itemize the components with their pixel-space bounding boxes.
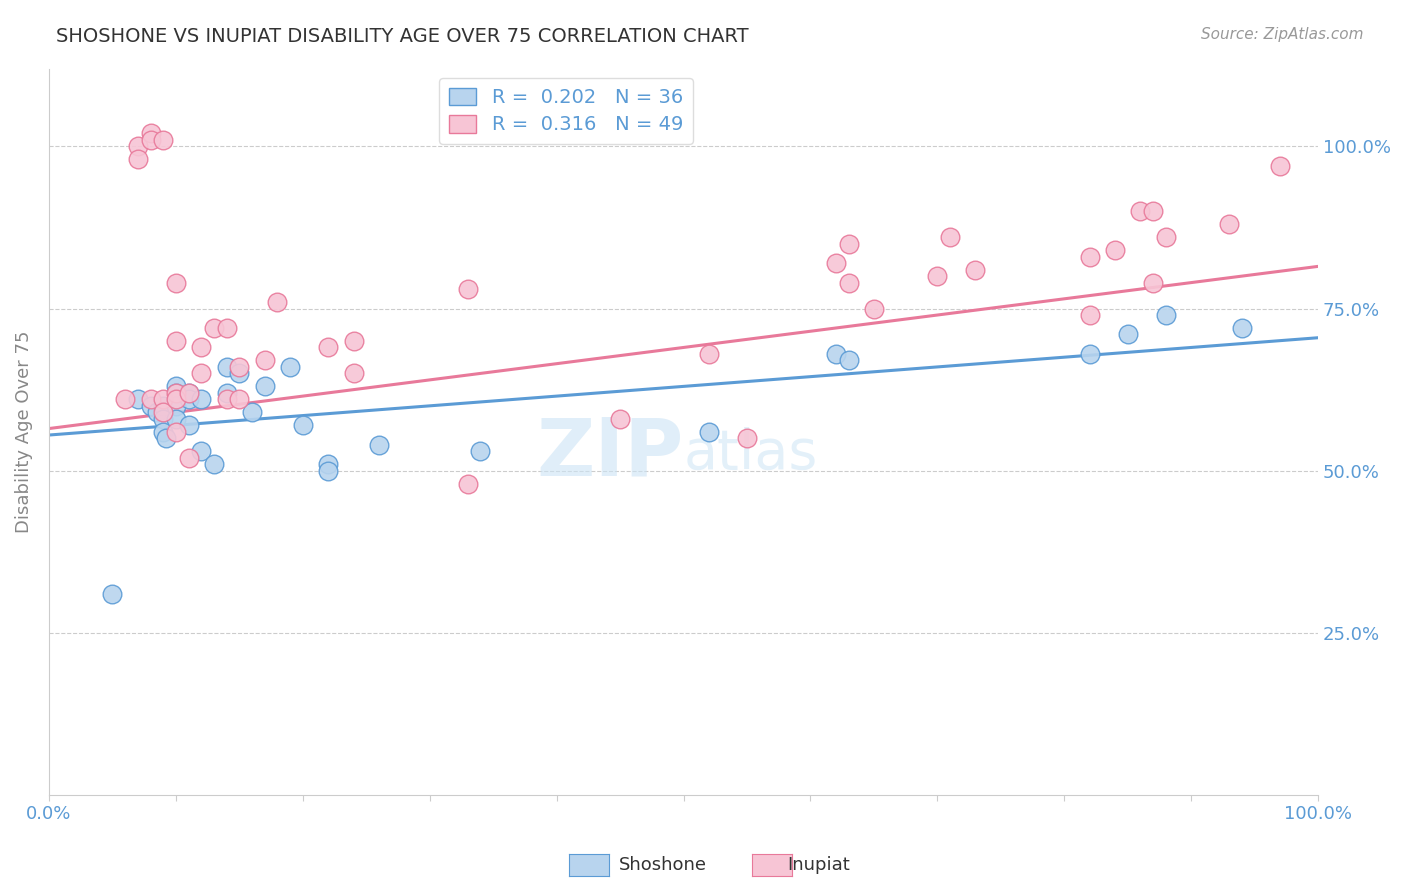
Point	[202, 321, 225, 335]
Point	[1078, 250, 1101, 264]
Point	[139, 133, 162, 147]
Point	[165, 412, 187, 426]
Point	[152, 392, 174, 407]
Text: Inupiat: Inupiat	[787, 856, 851, 874]
Point	[190, 392, 212, 407]
Point	[155, 431, 177, 445]
Point	[1116, 327, 1139, 342]
Point	[253, 353, 276, 368]
Text: Shoshone: Shoshone	[619, 856, 707, 874]
Point	[202, 457, 225, 471]
Point	[824, 256, 846, 270]
Point	[215, 321, 238, 335]
Point	[927, 269, 949, 284]
Point	[127, 153, 149, 167]
Point	[1268, 159, 1291, 173]
Point	[152, 412, 174, 426]
Point	[177, 385, 200, 400]
Point	[470, 444, 492, 458]
Point	[215, 385, 238, 400]
Y-axis label: Disability Age Over 75: Disability Age Over 75	[15, 331, 32, 533]
Point	[1129, 204, 1152, 219]
Text: Source: ZipAtlas.com: Source: ZipAtlas.com	[1201, 27, 1364, 42]
Point	[697, 425, 720, 439]
Point	[177, 450, 200, 465]
Point	[190, 367, 212, 381]
Point	[1142, 276, 1164, 290]
Point	[1142, 204, 1164, 219]
Point	[1218, 217, 1240, 231]
Point	[266, 295, 288, 310]
Point	[1104, 243, 1126, 257]
Point	[146, 405, 169, 419]
Point	[316, 464, 339, 478]
Point	[165, 385, 187, 400]
Point	[152, 405, 174, 419]
Point	[152, 425, 174, 439]
Point	[215, 359, 238, 374]
Point	[152, 133, 174, 147]
Point	[316, 341, 339, 355]
Point	[139, 399, 162, 413]
Point	[291, 418, 314, 433]
Point	[838, 236, 860, 251]
Point	[368, 438, 391, 452]
Point	[697, 347, 720, 361]
Point	[1078, 308, 1101, 322]
Point	[457, 282, 479, 296]
Point	[342, 334, 364, 348]
Text: ZIP: ZIP	[536, 415, 683, 492]
Point	[1230, 321, 1253, 335]
Point	[342, 367, 364, 381]
Point	[127, 392, 149, 407]
Point	[316, 457, 339, 471]
Point	[190, 341, 212, 355]
Point	[165, 334, 187, 348]
Point	[457, 476, 479, 491]
Point	[165, 425, 187, 439]
Point	[215, 392, 238, 407]
Point	[101, 587, 124, 601]
Point	[177, 385, 200, 400]
Point	[165, 276, 187, 290]
Point	[240, 405, 263, 419]
Point	[228, 359, 250, 374]
Point	[190, 444, 212, 458]
Point	[177, 392, 200, 407]
Point	[114, 392, 136, 407]
Point	[838, 353, 860, 368]
Point	[863, 301, 886, 316]
Point	[165, 392, 187, 407]
Point	[177, 418, 200, 433]
Point	[165, 399, 187, 413]
Point	[838, 276, 860, 290]
Point	[152, 399, 174, 413]
Text: atlas: atlas	[683, 426, 818, 481]
Point	[139, 392, 162, 407]
Point	[228, 367, 250, 381]
Point	[278, 359, 301, 374]
Point	[609, 412, 631, 426]
Point	[139, 127, 162, 141]
Point	[253, 379, 276, 393]
Point	[1078, 347, 1101, 361]
Point	[228, 392, 250, 407]
Legend: R =  0.202   N = 36, R =  0.316   N = 49: R = 0.202 N = 36, R = 0.316 N = 49	[440, 78, 693, 145]
Point	[165, 385, 187, 400]
Point	[165, 379, 187, 393]
Point	[1154, 230, 1177, 244]
Point	[965, 262, 987, 277]
Text: SHOSHONE VS INUPIAT DISABILITY AGE OVER 75 CORRELATION CHART: SHOSHONE VS INUPIAT DISABILITY AGE OVER …	[56, 27, 749, 45]
Point	[824, 347, 846, 361]
Point	[1154, 308, 1177, 322]
Point	[127, 139, 149, 153]
Point	[939, 230, 962, 244]
Point	[735, 431, 758, 445]
